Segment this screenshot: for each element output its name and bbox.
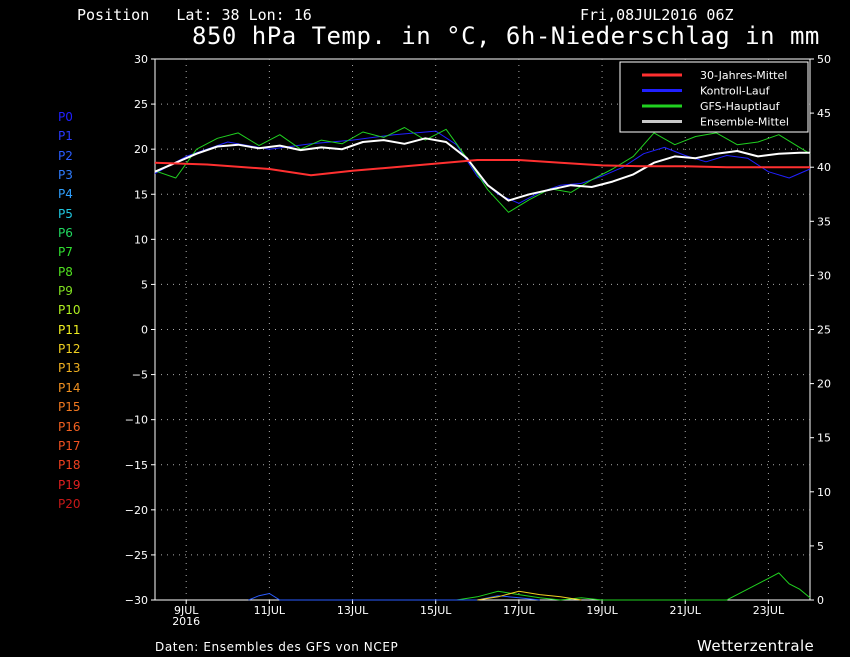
- member-label-p9: P9: [58, 284, 73, 299]
- y-tick-label-left: −20: [125, 504, 148, 517]
- y-tick-label-left: −10: [125, 414, 148, 427]
- member-label-p3: P3: [58, 168, 73, 183]
- y-tick-label-left: −5: [132, 369, 148, 382]
- y-tick-label-right: 20: [817, 378, 831, 391]
- x-tick-label: 19JUL: [586, 604, 618, 617]
- y-tick-label-right: 5: [817, 540, 824, 553]
- x-tick-label: 13JUL: [337, 604, 369, 617]
- x-tick-label: 21JUL: [670, 604, 702, 617]
- member-label-p19: P19: [58, 477, 81, 492]
- x-tick-label: 15JUL: [420, 604, 452, 617]
- y-tick-label-left: 20: [134, 143, 148, 156]
- member-legend: P0 P1 P2 P3 P4 P5 P6 P7 P8 P9 P10 P11 P12 P13 P14 P15 P1…: [58, 108, 81, 514]
- y-tick-label-right: 50: [817, 53, 831, 66]
- member-label-p8: P8: [58, 264, 73, 279]
- position-label: Position Lat: 38 Lon: 16: [77, 6, 312, 24]
- series-line-ensemble-mittel: [154, 137, 810, 202]
- series-line-gfs-hauptlauf: [154, 127, 811, 213]
- member-label-p5: P5: [58, 206, 73, 221]
- x-tick-label: 9JUL: [174, 604, 199, 617]
- member-label-p0: P0: [58, 110, 73, 124]
- member-label-p10: P10: [58, 303, 81, 318]
- plot-frame: [154, 58, 811, 601]
- member-label-p15: P15: [58, 400, 81, 415]
- y-tick-label-right: 10: [817, 486, 831, 499]
- y-tick-label-right: 45: [817, 107, 831, 120]
- y-tick-label-right: 15: [817, 432, 831, 445]
- member-label-p11: P11: [58, 322, 81, 337]
- y-tick-label-left: 15: [134, 188, 148, 201]
- precip-line: [456, 572, 811, 601]
- member-label-p7: P7: [58, 245, 73, 260]
- y-tick-label-left: −15: [125, 459, 148, 472]
- y-tick-label-left: −25: [125, 549, 148, 562]
- x-tick-label: 23JUL: [753, 604, 785, 617]
- y-tick-label-right: 40: [817, 161, 831, 174]
- member-label-p20: P20: [58, 496, 81, 511]
- legend-label: Ensemble-Mittel: [700, 116, 789, 129]
- y-tick-label-right: 25: [817, 324, 831, 337]
- precip-line: [477, 590, 582, 601]
- member-label-p12: P12: [58, 342, 81, 357]
- member-label-p14: P14: [58, 380, 81, 395]
- legend-label: 30-Jahres-Mittel: [700, 69, 787, 82]
- y-tick-label-left: −30: [125, 594, 148, 607]
- member-label-p1: P1: [58, 129, 73, 144]
- member-label-p13: P13: [58, 361, 81, 376]
- chart-title: 850 hPa Temp. in °C, 6h-Niederschlag in …: [192, 22, 820, 50]
- legend-label: Kontroll-Lauf: [700, 85, 771, 98]
- y-tick-label-left: 5: [141, 278, 148, 291]
- member-label-p18: P18: [58, 458, 81, 473]
- y-tick-label-left: 0: [141, 324, 148, 337]
- member-label-p16: P16: [58, 419, 81, 434]
- x-year-label: 2016: [172, 615, 200, 628]
- y-tick-label-left: 30: [134, 53, 148, 66]
- y-tick-label-left: 25: [134, 98, 148, 111]
- x-tick-label: 17JUL: [503, 604, 535, 617]
- member-label-p4: P4: [58, 187, 73, 202]
- member-label-p17: P17: [58, 438, 81, 453]
- run-datetime: Fri,08JUL2016 06Z: [580, 6, 734, 24]
- data-source: Daten: Ensembles des GFS von NCEP: [155, 640, 399, 654]
- y-tick-label-right: 35: [817, 215, 831, 228]
- y-tick-label-right: 30: [817, 269, 831, 282]
- y-tick-label-right: 0: [817, 594, 824, 607]
- precip-line: [248, 592, 540, 601]
- series-line-30-jahres-mittel: [154, 159, 810, 177]
- x-tick-label: 11JUL: [254, 604, 286, 617]
- legend-label: GFS-Hauptlauf: [700, 100, 781, 113]
- member-label-p6: P6: [58, 226, 73, 241]
- brand-label: Wetterzentrale: [697, 637, 815, 655]
- y-tick-label-left: 10: [134, 233, 148, 246]
- member-label-p2: P2: [58, 148, 73, 163]
